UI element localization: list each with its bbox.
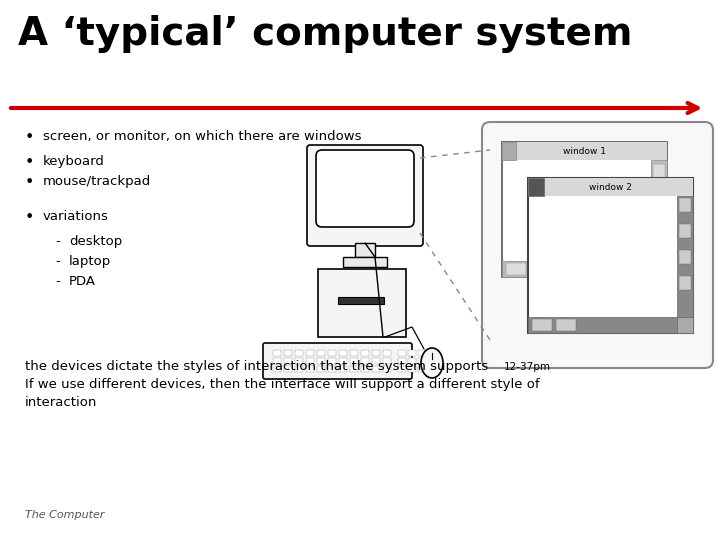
Text: A ‘typical’ computer system: A ‘typical’ computer system (18, 15, 632, 53)
Text: -: - (55, 275, 60, 288)
Bar (355, 243, 375, 257)
Text: •: • (25, 130, 35, 145)
Bar (653, 164, 665, 178)
Bar (679, 224, 691, 238)
Text: PDA: PDA (69, 275, 96, 288)
Bar (284, 358, 292, 364)
Bar (361, 350, 369, 356)
Text: window 1: window 1 (563, 146, 606, 156)
Bar (339, 358, 347, 364)
Text: The Computer: The Computer (25, 510, 104, 520)
Text: -: - (55, 255, 60, 268)
Bar (408, 366, 416, 372)
Bar (530, 263, 550, 275)
FancyBboxPatch shape (482, 122, 713, 368)
Bar (284, 350, 292, 356)
Text: variations: variations (43, 210, 109, 223)
Bar (339, 366, 347, 372)
Bar (361, 366, 369, 372)
Text: keyboard: keyboard (43, 155, 105, 168)
Text: •: • (25, 175, 35, 190)
Bar (328, 366, 336, 372)
Bar (306, 350, 314, 356)
Text: the devices dictate the styles of interaction that the system supports: the devices dictate the styles of intera… (25, 360, 488, 373)
Bar (653, 208, 665, 222)
Bar (677, 196, 693, 317)
Bar (398, 358, 406, 364)
Bar (418, 350, 426, 356)
Text: mouse/trackpad: mouse/trackpad (43, 175, 151, 188)
Text: screen, or monitor, on which there are windows: screen, or monitor, on which there are w… (43, 130, 361, 143)
Bar (317, 350, 325, 356)
Bar (408, 350, 416, 356)
Bar (338, 297, 384, 304)
Bar (502, 261, 651, 277)
Bar (502, 142, 667, 160)
Bar (418, 358, 426, 364)
Bar (273, 366, 281, 372)
Bar (398, 350, 406, 356)
Bar (383, 358, 391, 364)
Bar (651, 261, 667, 277)
FancyBboxPatch shape (263, 343, 412, 379)
Bar (679, 198, 691, 212)
Bar (528, 178, 693, 196)
Text: window 2: window 2 (589, 183, 632, 192)
Bar (350, 366, 358, 372)
Bar (418, 366, 426, 372)
Bar (653, 186, 665, 200)
Bar (284, 366, 292, 372)
Bar (350, 350, 358, 356)
Bar (502, 142, 667, 277)
Text: laptop: laptop (69, 255, 112, 268)
Text: desktop: desktop (69, 235, 122, 248)
FancyBboxPatch shape (316, 150, 414, 227)
Bar (328, 350, 336, 356)
Bar (408, 358, 416, 364)
Bar (679, 276, 691, 290)
Bar (677, 317, 693, 333)
Bar (317, 358, 325, 364)
Bar (295, 366, 303, 372)
Bar (273, 358, 281, 364)
Text: •: • (25, 155, 35, 170)
Bar (679, 250, 691, 264)
Bar (350, 358, 358, 364)
Bar (273, 350, 281, 356)
Text: 12-37pm: 12-37pm (504, 362, 551, 372)
Bar (343, 257, 387, 267)
Bar (556, 319, 576, 331)
Bar (295, 350, 303, 356)
Bar (502, 142, 516, 160)
Bar (528, 178, 544, 196)
Bar (318, 269, 406, 337)
Bar (306, 358, 314, 364)
Bar (528, 178, 693, 333)
Bar (398, 366, 406, 372)
Text: If we use different devices, then the interface will support a different style o: If we use different devices, then the in… (25, 378, 539, 391)
Bar (372, 350, 380, 356)
Text: -: - (55, 235, 60, 248)
Bar (339, 350, 347, 356)
Bar (317, 366, 325, 372)
Bar (383, 366, 391, 372)
Bar (372, 366, 380, 372)
Bar (651, 160, 667, 261)
Text: •: • (25, 210, 35, 225)
Text: interaction: interaction (25, 396, 97, 409)
Bar (328, 358, 336, 364)
Bar (383, 350, 391, 356)
Bar (506, 263, 526, 275)
Bar (528, 317, 677, 333)
Bar (306, 366, 314, 372)
Bar (361, 358, 369, 364)
Bar (372, 358, 380, 364)
Bar (295, 358, 303, 364)
Ellipse shape (421, 348, 443, 378)
Bar (532, 319, 552, 331)
FancyBboxPatch shape (307, 145, 423, 246)
